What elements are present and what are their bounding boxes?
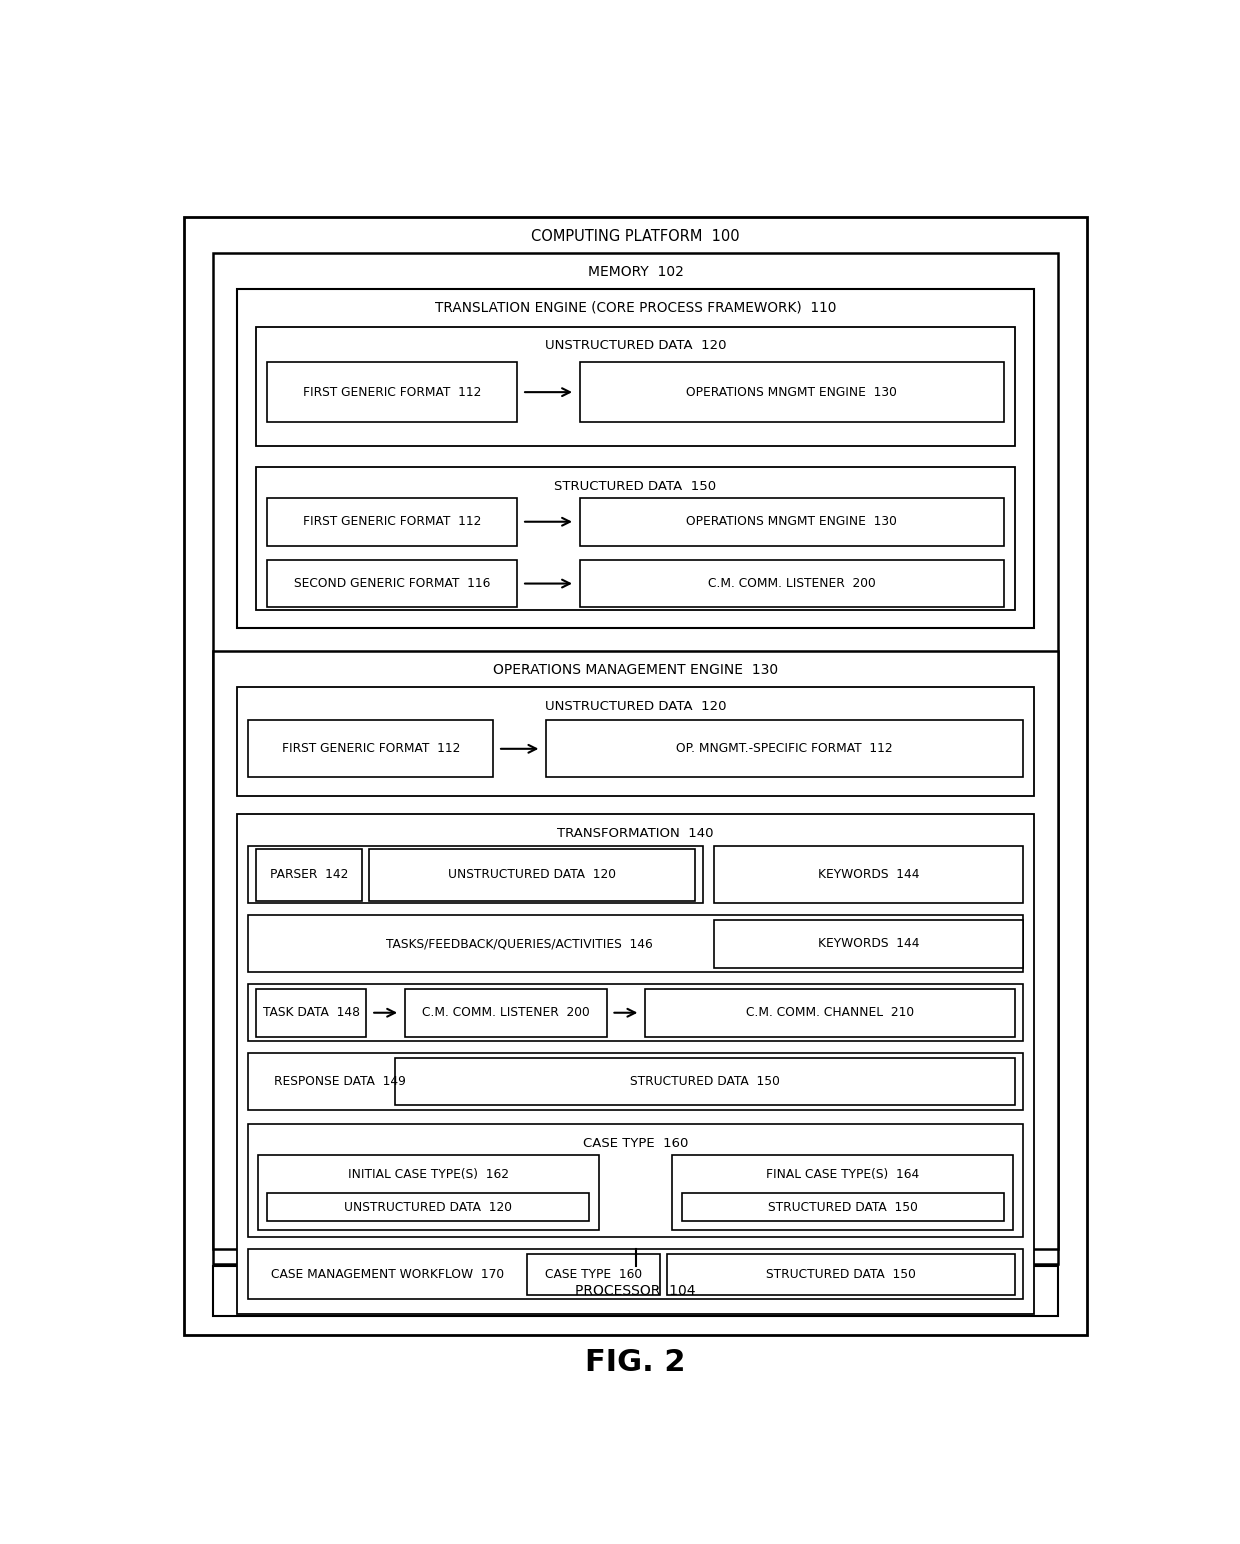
Text: PARSER  142: PARSER 142 bbox=[269, 868, 348, 882]
Text: UNSTRUCTURED DATA  120: UNSTRUCTURED DATA 120 bbox=[448, 868, 616, 882]
Text: OP. MNGMT.-SPECIFIC FORMAT  112: OP. MNGMT.-SPECIFIC FORMAT 112 bbox=[676, 743, 893, 755]
Text: STRUCTURED DATA  150: STRUCTURED DATA 150 bbox=[630, 1075, 780, 1089]
Bar bbox=[546, 720, 1023, 777]
Bar bbox=[714, 920, 1023, 968]
Text: UNSTRUCTURED DATA  120: UNSTRUCTURED DATA 120 bbox=[345, 1201, 512, 1214]
Bar bbox=[248, 846, 703, 903]
Text: FIRST GENERIC FORMAT  112: FIRST GENERIC FORMAT 112 bbox=[303, 516, 481, 528]
Text: FINAL CASE TYPE(S)  164: FINAL CASE TYPE(S) 164 bbox=[766, 1167, 919, 1181]
Bar bbox=[237, 687, 1034, 797]
Text: OPERATIONS MANAGEMENT ENGINE  130: OPERATIONS MANAGEMENT ENGINE 130 bbox=[494, 664, 777, 678]
Text: RESPONSE DATA  149: RESPONSE DATA 149 bbox=[274, 1075, 405, 1089]
Bar bbox=[268, 560, 517, 607]
Bar bbox=[248, 1249, 1023, 1299]
Bar bbox=[268, 1194, 589, 1221]
Text: C.M. COMM. LISTENER  200: C.M. COMM. LISTENER 200 bbox=[708, 577, 875, 590]
Text: TASK DATA  148: TASK DATA 148 bbox=[263, 1007, 360, 1019]
Text: FIRST GENERIC FORMAT  112: FIRST GENERIC FORMAT 112 bbox=[303, 386, 481, 398]
Bar bbox=[255, 990, 367, 1036]
Bar bbox=[248, 1053, 1023, 1110]
Text: MEMORY  102: MEMORY 102 bbox=[588, 266, 683, 279]
Bar bbox=[714, 846, 1023, 903]
Text: CASE MANAGEMENT WORKFLOW  170: CASE MANAGEMENT WORKFLOW 170 bbox=[272, 1268, 505, 1282]
Text: CASE TYPE  160: CASE TYPE 160 bbox=[583, 1136, 688, 1150]
Text: OPERATIONS MNGMT ENGINE  130: OPERATIONS MNGMT ENGINE 130 bbox=[686, 516, 897, 528]
Bar bbox=[255, 327, 1016, 446]
Bar bbox=[268, 499, 517, 545]
Bar bbox=[370, 849, 696, 902]
Bar bbox=[682, 1194, 1003, 1221]
Text: C.M. COMM. CHANNEL  210: C.M. COMM. CHANNEL 210 bbox=[746, 1007, 914, 1019]
Text: KEYWORDS  144: KEYWORDS 144 bbox=[818, 937, 919, 950]
Text: KEYWORDS  144: KEYWORDS 144 bbox=[818, 868, 919, 882]
Bar bbox=[527, 1254, 660, 1294]
Bar bbox=[645, 990, 1016, 1036]
Bar bbox=[248, 916, 1023, 973]
Text: UNSTRUCTURED DATA  120: UNSTRUCTURED DATA 120 bbox=[544, 699, 727, 712]
Text: CASE TYPE  160: CASE TYPE 160 bbox=[544, 1268, 642, 1282]
Text: INITIAL CASE TYPE(S)  162: INITIAL CASE TYPE(S) 162 bbox=[347, 1167, 508, 1181]
Text: FIRST GENERIC FORMAT  112: FIRST GENERIC FORMAT 112 bbox=[281, 743, 460, 755]
Text: C.M. COMM. LISTENER  200: C.M. COMM. LISTENER 200 bbox=[422, 1007, 590, 1019]
Text: SECOND GENERIC FORMAT  116: SECOND GENERIC FORMAT 116 bbox=[294, 577, 491, 590]
Bar bbox=[580, 560, 1003, 607]
Text: STRUCTURED DATA  150: STRUCTURED DATA 150 bbox=[554, 480, 717, 493]
Bar bbox=[667, 1254, 1016, 1294]
Bar bbox=[248, 984, 1023, 1041]
Text: UNSTRUCTURED DATA  120: UNSTRUCTURED DATA 120 bbox=[544, 340, 727, 352]
Bar bbox=[248, 1124, 1023, 1237]
Text: STRUCTURED DATA  150: STRUCTURED DATA 150 bbox=[768, 1201, 918, 1214]
Text: TASKS/FEEDBACK/QUERIES/ACTIVITIES  146: TASKS/FEEDBACK/QUERIES/ACTIVITIES 146 bbox=[386, 937, 652, 950]
Bar bbox=[213, 652, 1058, 1249]
Bar bbox=[268, 363, 517, 422]
Bar bbox=[580, 499, 1003, 545]
Text: COMPUTING PLATFORM  100: COMPUTING PLATFORM 100 bbox=[531, 229, 740, 244]
Bar bbox=[672, 1155, 1013, 1231]
Bar bbox=[248, 720, 494, 777]
Bar bbox=[237, 289, 1034, 627]
Text: TRANSFORMATION  140: TRANSFORMATION 140 bbox=[557, 826, 714, 840]
Bar bbox=[255, 466, 1016, 610]
Text: PROCESSOR  104: PROCESSOR 104 bbox=[575, 1285, 696, 1299]
Bar bbox=[404, 990, 606, 1036]
Bar bbox=[255, 849, 362, 902]
Bar bbox=[213, 253, 1058, 1263]
Text: TRANSLATION ENGINE (CORE PROCESS FRAMEWORK)  110: TRANSLATION ENGINE (CORE PROCESS FRAMEWO… bbox=[435, 301, 836, 315]
Bar bbox=[237, 814, 1034, 1314]
Bar bbox=[580, 363, 1003, 422]
Bar bbox=[396, 1058, 1016, 1106]
Text: STRUCTURED DATA  150: STRUCTURED DATA 150 bbox=[766, 1268, 916, 1282]
Text: OPERATIONS MNGMT ENGINE  130: OPERATIONS MNGMT ENGINE 130 bbox=[686, 386, 897, 398]
Bar bbox=[258, 1155, 599, 1231]
Text: FIG. 2: FIG. 2 bbox=[585, 1348, 686, 1377]
Bar bbox=[213, 1266, 1058, 1315]
